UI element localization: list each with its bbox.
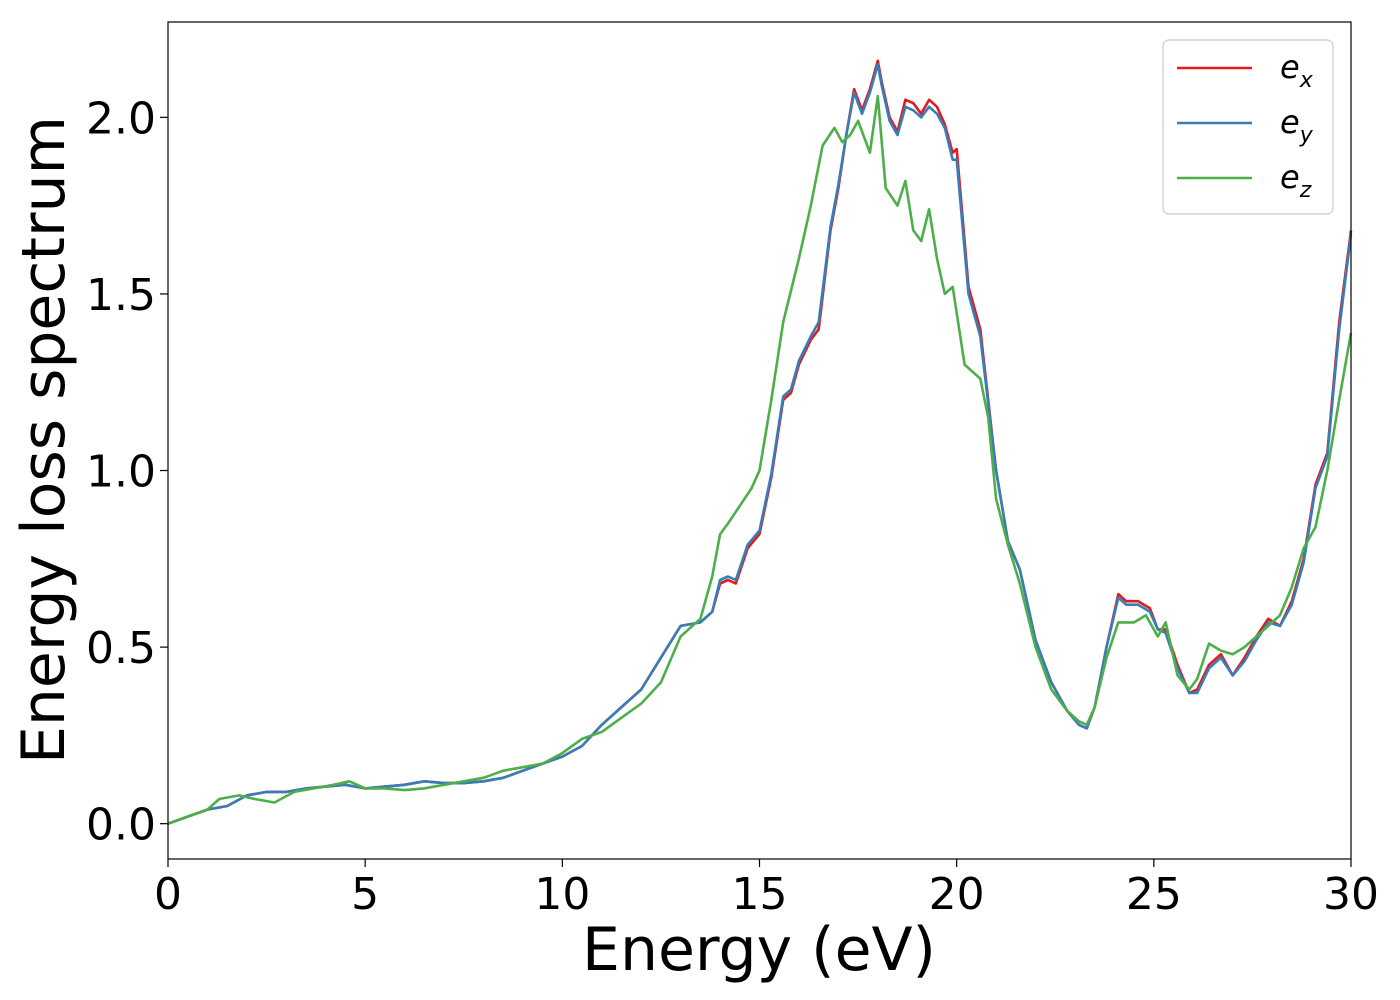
x-tick-label: 15	[732, 869, 788, 920]
legend: ex ey ez	[1162, 39, 1334, 215]
series-line-z	[167, 94, 1353, 825]
x-axis-ticks: 0 5 10 15 20 25 30	[154, 859, 1379, 920]
series-layer	[167, 59, 1353, 825]
legend-label-x: ex	[1280, 48, 1314, 93]
x-tick-label: 0	[154, 869, 182, 920]
legend-label-y: ey	[1280, 103, 1314, 148]
y-tick-label: 1.0	[86, 447, 156, 498]
x-tick-label: 20	[929, 869, 985, 920]
y-tick-label: 2.0	[86, 93, 156, 144]
y-tick-label: 0.0	[86, 800, 156, 851]
x-tick-label: 25	[1126, 869, 1182, 920]
legend-box	[1162, 39, 1334, 215]
y-tick-label: 0.5	[86, 623, 156, 674]
x-axis-title: Energy (eV)	[582, 915, 936, 985]
x-tick-label: 5	[351, 869, 379, 920]
legend-label-z: ez	[1280, 158, 1312, 203]
y-tick-label: 1.5	[86, 270, 156, 321]
x-tick-label: 10	[534, 869, 590, 920]
y-axis-ticks: 0.0 0.5 1.0 1.5 2.0	[86, 93, 168, 851]
y-axis-title: Energy loss spectrum	[9, 116, 79, 764]
x-tick-label: 30	[1323, 869, 1379, 920]
